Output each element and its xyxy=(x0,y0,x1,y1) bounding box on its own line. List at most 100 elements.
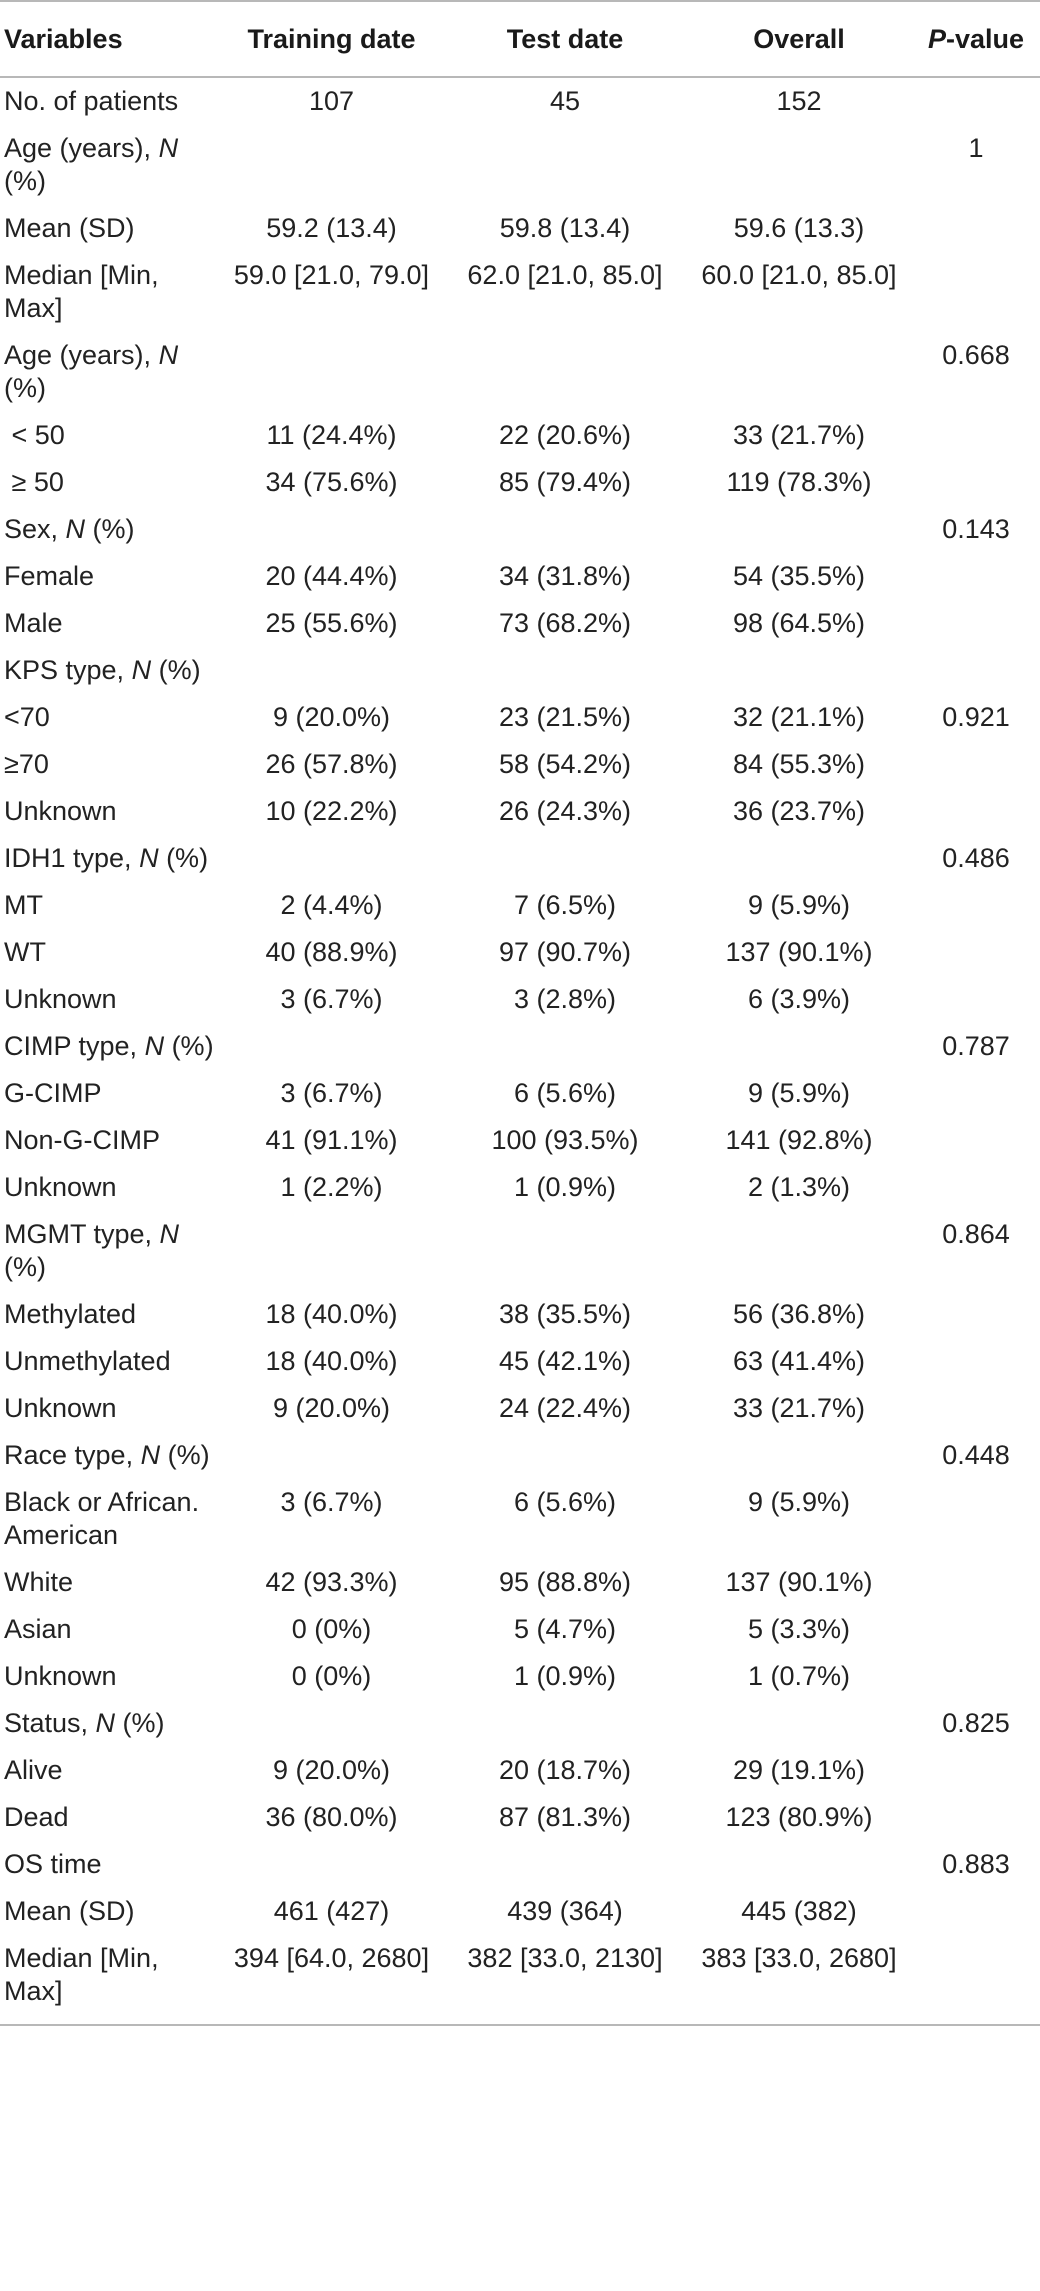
row-label: Unknown xyxy=(0,788,219,835)
table-row: Unknown 9 (20.0%) 24 (22.4%) 33 (21.7%) xyxy=(0,1385,1040,1432)
table-row: ≥70 26 (57.8%) 58 (54.2%) 84 (55.3%) xyxy=(0,741,1040,788)
row-label-text: MGMT type, xyxy=(4,1219,160,1249)
header-p-rest: -value xyxy=(945,23,1025,54)
table-row: Status, N (%) 0.825 xyxy=(0,1700,1040,1747)
cell-test-date: 23 (21.5%) xyxy=(498,702,632,732)
cell-p-value: 0.825 xyxy=(942,1708,1010,1738)
row-label-text: Unknown xyxy=(4,1661,117,1691)
cell-p-value xyxy=(912,205,1040,252)
row-label: MT xyxy=(0,882,219,929)
header-overall: Overall xyxy=(686,0,912,78)
cell-test-date: 5 (4.7%) xyxy=(513,1614,617,1644)
table-row: OS time 0.883 xyxy=(0,1841,1040,1888)
row-label-suffix: (%) xyxy=(158,843,209,873)
row-label: ≥70 xyxy=(0,741,219,788)
row-label-text: CIMP type, xyxy=(4,1031,145,1061)
cell-p-value xyxy=(912,1164,1040,1211)
cell-overall xyxy=(686,1432,912,1479)
cell-overall: 123 (80.9%) xyxy=(725,1802,873,1832)
cell-training-date: 34 (75.6%) xyxy=(265,467,398,497)
cell-overall: 137 (90.1%) xyxy=(725,1567,873,1597)
cell-training-date xyxy=(219,647,444,694)
cell-overall: 9 (5.9%) xyxy=(747,1487,851,1517)
cell-p-value xyxy=(912,600,1040,647)
cell-p-value xyxy=(912,1888,1040,1935)
cell-test-date xyxy=(444,332,686,412)
cell-overall: 59.6 (13.3) xyxy=(733,213,865,243)
row-label-text: Black or African. American xyxy=(4,1487,200,1550)
row-label: Male xyxy=(0,600,219,647)
cell-test-date: 26 (24.3%) xyxy=(498,796,632,826)
row-label: MGMT type, N (%) xyxy=(0,1211,219,1291)
cell-training-date: 9 (20.0%) xyxy=(272,1393,391,1423)
cell-overall xyxy=(686,1841,912,1888)
cell-test-date: 97 (90.7%) xyxy=(498,937,632,967)
cell-test-date: 1 (0.9%) xyxy=(513,1172,617,1202)
row-label-text: Non-G-CIMP xyxy=(4,1125,161,1155)
cell-test-date xyxy=(444,1841,686,1888)
cell-p-value xyxy=(912,1747,1040,1794)
cell-p-value xyxy=(912,1606,1040,1653)
cell-training-date: 2 (4.4%) xyxy=(280,890,383,920)
cell-training-date: 394 [64.0, 2680] xyxy=(219,1935,444,2026)
cell-test-date: 95 (88.8%) xyxy=(498,1567,632,1597)
cell-overall: 84 (55.3%) xyxy=(732,749,866,779)
cell-test-date: 24 (22.4%) xyxy=(498,1393,632,1423)
cell-test-date: 3 (2.8%) xyxy=(513,984,617,1014)
row-label: Non-G-CIMP xyxy=(0,1117,219,1164)
cell-training-date xyxy=(219,1432,444,1479)
row-label: Status, N (%) xyxy=(0,1700,219,1747)
table-row: Unknown 0 (0%) 1 (0.9%) 1 (0.7%) xyxy=(0,1653,1040,1700)
row-label: Dead xyxy=(0,1794,219,1841)
cell-test-date: 34 (31.8%) xyxy=(498,561,632,591)
cell-p-value xyxy=(912,1385,1040,1432)
row-label-text: Race type, xyxy=(4,1440,141,1470)
cell-test-date xyxy=(444,835,686,882)
cell-p-value xyxy=(912,1479,1040,1559)
table-row: White 42 (93.3%) 95 (88.8%) 137 (90.1%) xyxy=(0,1559,1040,1606)
row-label: Age (years), N (%) xyxy=(0,332,219,412)
cell-test-date: 100 (93.5%) xyxy=(491,1125,639,1155)
cell-p-value: 0.864 xyxy=(942,1219,1010,1249)
header-training-date: Training date xyxy=(219,0,444,78)
cell-training-date: 59.0 [21.0, 79.0] xyxy=(233,260,430,290)
row-label: Unknown xyxy=(0,976,219,1023)
cell-training-date: 9 (20.0%) xyxy=(272,1755,391,1785)
cell-overall: 33 (21.7%) xyxy=(732,1393,866,1423)
row-label: ≥ 50 xyxy=(0,459,219,506)
table-body: No. of patients 107 45 152 Age (years), N (%… xyxy=(0,77,1040,2026)
cell-overall: 33 (21.7%) xyxy=(732,420,866,450)
cell-training-date: 26 (57.8%) xyxy=(265,749,398,779)
row-label-italic: N xyxy=(159,1219,180,1249)
row-label: Age (years), N (%) xyxy=(0,125,219,205)
row-label: White xyxy=(0,1559,219,1606)
row-label-suffix: (%) xyxy=(160,1440,210,1470)
row-label: Unknown xyxy=(0,1653,219,1700)
cell-overall: 9 (5.9%) xyxy=(747,890,851,920)
cell-p-value xyxy=(912,1935,1040,2026)
cell-overall: 54 (35.5%) xyxy=(732,561,866,591)
cell-overall: 6 (3.9%) xyxy=(747,984,851,1014)
row-label-suffix: (%) xyxy=(115,1708,165,1738)
row-label: Mean (SD) xyxy=(0,205,219,252)
table-row: Alive 9 (20.0%) 20 (18.7%) 29 (19.1%) xyxy=(0,1747,1040,1794)
cell-overall: 2 (1.3%) xyxy=(747,1172,851,1202)
cell-overall xyxy=(686,1211,912,1291)
cell-training-date xyxy=(219,1700,444,1747)
cell-overall: 445 (382) xyxy=(741,1896,857,1926)
row-label-italic: N xyxy=(144,1031,165,1061)
cell-training-date: 0 (0%) xyxy=(291,1614,372,1644)
cell-p-value xyxy=(912,553,1040,600)
cell-overall: 383 [33.0, 2680] xyxy=(686,1935,912,2026)
cell-training-date: 20 (44.4%) xyxy=(265,561,398,591)
table-row: Black or African. American 3 (6.7%) 6 (5.6… xyxy=(0,1479,1040,1559)
cell-p-value xyxy=(912,929,1040,976)
cell-p-value xyxy=(912,1794,1040,1841)
row-label-text: Median [Min, Max] xyxy=(4,260,159,323)
cell-overall: 29 (19.1%) xyxy=(732,1755,866,1785)
row-label: Median [Min, Max] xyxy=(0,1935,219,2026)
cell-overall xyxy=(686,1700,912,1747)
cell-overall: 137 (90.1%) xyxy=(725,937,873,967)
row-label-text: White xyxy=(4,1567,74,1597)
row-label-text: OS time xyxy=(4,1849,102,1879)
